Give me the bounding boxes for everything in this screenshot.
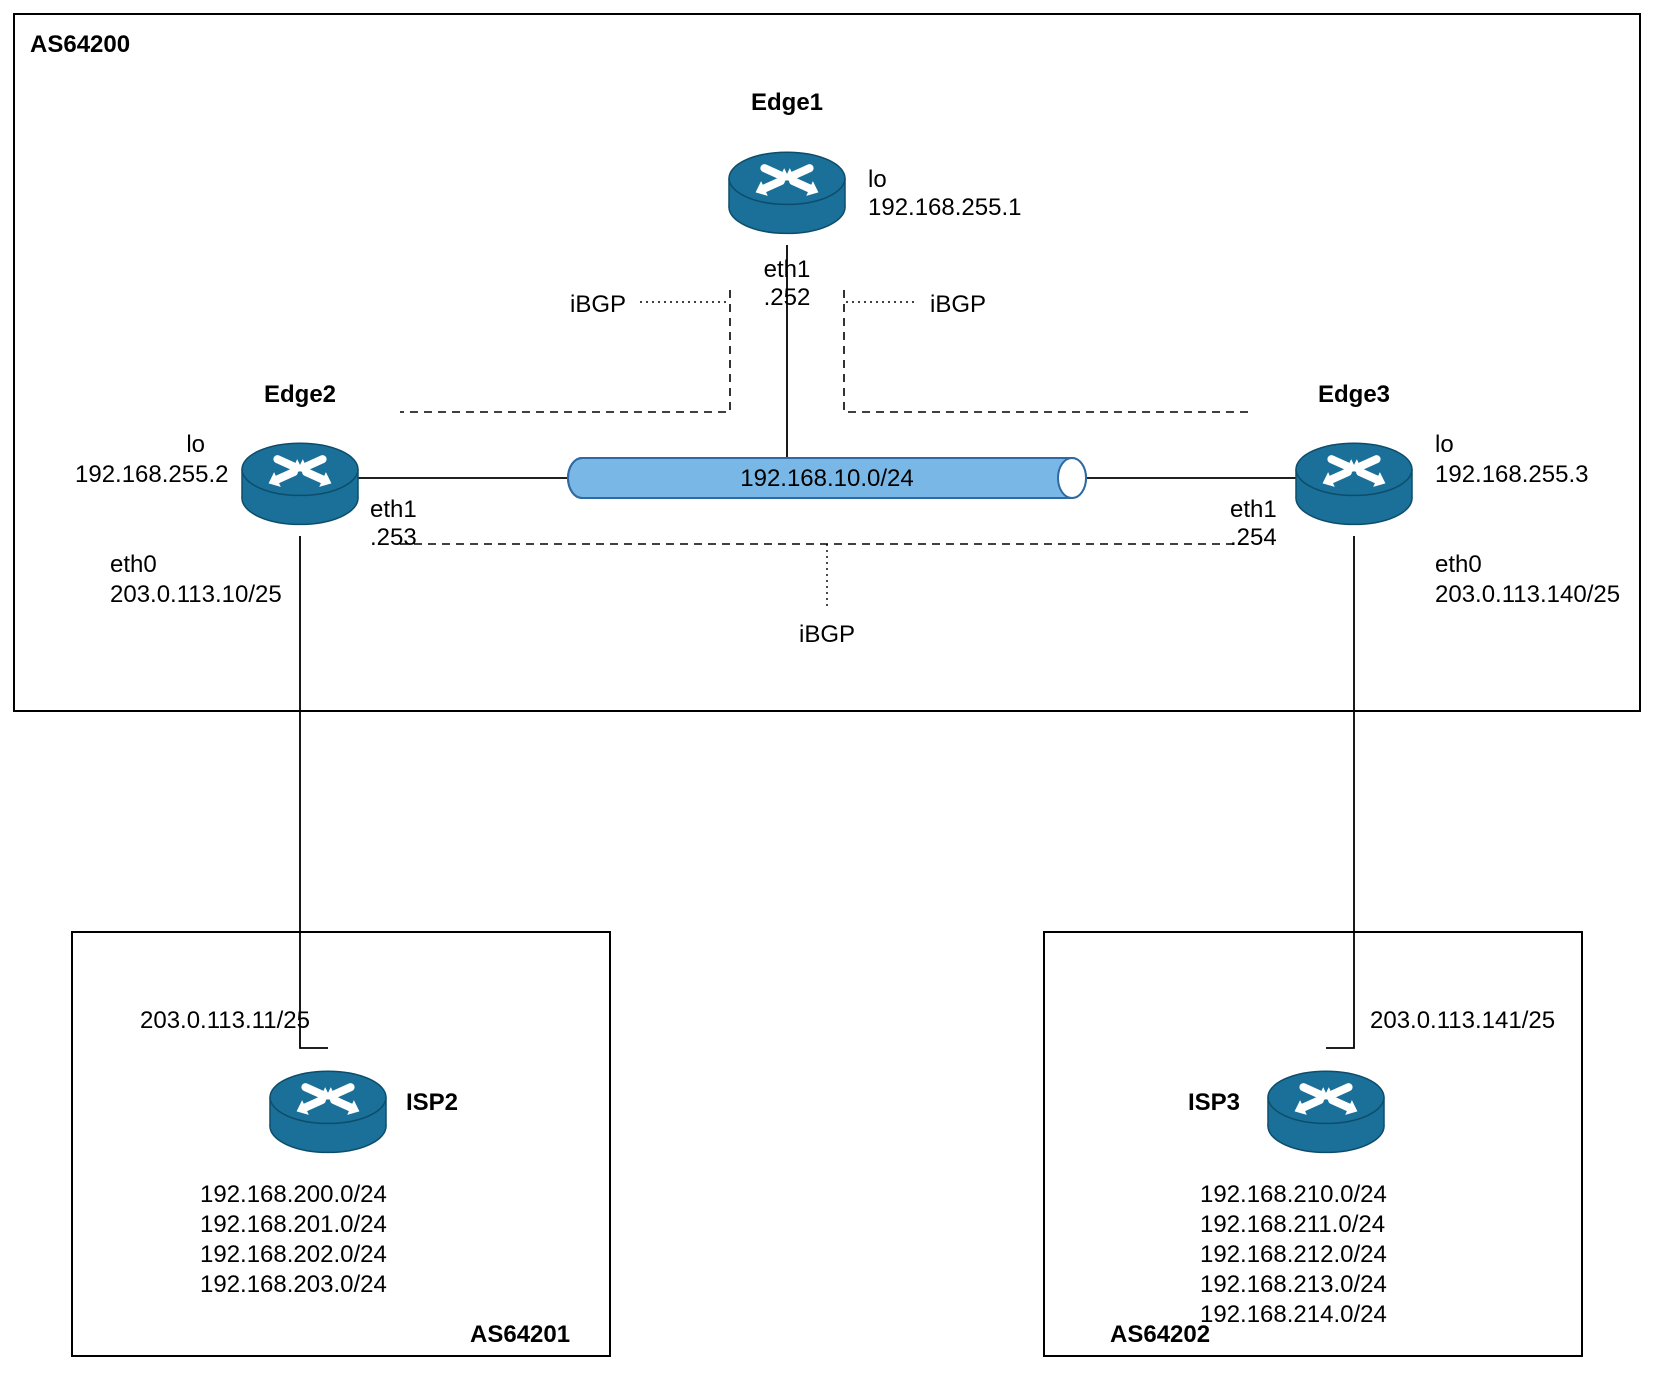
edge2-name: Edge2 xyxy=(264,380,336,410)
edge1-eth1-if: eth1 xyxy=(764,255,811,285)
isp3-net-0: 192.168.210.0/24 xyxy=(1200,1180,1387,1210)
edge1-lo-ip: 192.168.255.1 xyxy=(868,193,1021,223)
isp3-net-2: 192.168.212.0/24 xyxy=(1200,1240,1387,1270)
isp2-up-ip: 203.0.113.11/25 xyxy=(140,1006,310,1036)
isp3-net-1: 192.168.211.0/24 xyxy=(1200,1210,1385,1240)
edge1-eth1-ip: .252 xyxy=(764,283,811,313)
edge1-name: Edge1 xyxy=(751,88,823,118)
isp3-name: ISP3 xyxy=(1188,1088,1240,1118)
edge3-name: Edge3 xyxy=(1318,380,1390,410)
isp3-up-ip: 203.0.113.141/25 xyxy=(1370,1006,1555,1036)
isp2-net-0: 192.168.200.0/24 xyxy=(200,1180,387,1210)
diagram-svg xyxy=(0,0,1654,1376)
edge1-lo-if: lo xyxy=(868,165,887,195)
edge2-eth1-if: eth1 xyxy=(370,495,417,525)
edge2-lo-ip: 192.168.255.2 xyxy=(75,460,228,490)
ibgp-label-2: iBGP xyxy=(930,290,986,320)
ibgp-label-3: iBGP xyxy=(799,620,855,650)
edge2-eth0-ip: 203.0.113.10/25 xyxy=(110,580,282,610)
as64200-label: AS64200 xyxy=(30,30,130,60)
as64202-label: AS64202 xyxy=(1110,1320,1210,1350)
as64201-label: AS64201 xyxy=(470,1320,570,1350)
edge3-eth0-ip: 203.0.113.140/25 xyxy=(1435,580,1620,610)
edge3-lo-if: lo xyxy=(1435,430,1454,460)
edge3-eth1-ip: .254 xyxy=(1230,523,1277,553)
bus-label: 192.168.10.0/24 xyxy=(740,464,914,494)
isp2-net-3: 192.168.203.0/24 xyxy=(200,1270,387,1300)
isp3-net-4: 192.168.214.0/24 xyxy=(1200,1300,1387,1330)
edge2-eth1-ip: .253 xyxy=(370,523,417,553)
edge3-eth1-if: eth1 xyxy=(1230,495,1277,525)
ibgp-label-1: iBGP xyxy=(570,290,626,320)
isp3-net-3: 192.168.213.0/24 xyxy=(1200,1270,1387,1300)
edge2-eth0-if: eth0 xyxy=(110,550,157,580)
edge3-lo-ip: 192.168.255.3 xyxy=(1435,460,1588,490)
isp2-net-1: 192.168.201.0/24 xyxy=(200,1210,387,1240)
isp2-net-2: 192.168.202.0/24 xyxy=(200,1240,387,1270)
edge3-eth0-if: eth0 xyxy=(1435,550,1482,580)
isp2-name: ISP2 xyxy=(406,1088,458,1118)
